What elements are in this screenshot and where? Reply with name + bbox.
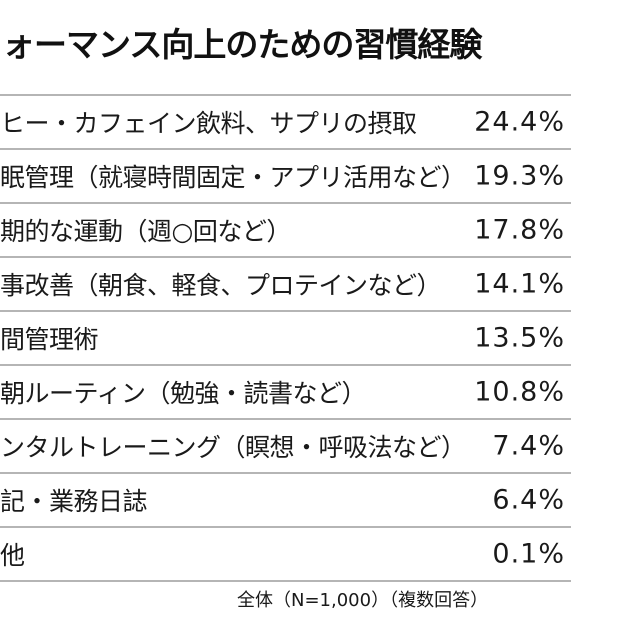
row-value: 7.4% [492, 430, 565, 462]
table-row: 間管理術 13.5% [0, 312, 571, 366]
row-label: 他 [0, 541, 25, 570]
row-label: 期的な運動（週○回など） [0, 217, 291, 246]
row-label: 記・業務日誌 [0, 487, 148, 516]
table-row: 事改善（朝食、軽食、プロテインなど） 14.1% [0, 258, 571, 312]
row-label: ンタルトレーニング（瞑想・呼吸法など） [0, 433, 466, 462]
row-value: 6.4% [492, 484, 565, 516]
table-row: 朝ルーティン（勉強・読書など） 10.8% [0, 366, 571, 420]
table-row: ヒー・カフェイン飲料、サプリの摂取 24.4% [0, 96, 571, 150]
row-label: 事改善（朝食、軽食、プロテインなど） [0, 271, 442, 300]
row-label: 朝ルーティン（勉強・読書など） [0, 379, 367, 408]
table-row: 期的な運動（週○回など） 17.8% [0, 204, 571, 258]
chart-title: ォーマンス向上のための習慣経験 [2, 25, 482, 64]
row-value: 17.8% [474, 214, 565, 246]
row-label: ヒー・カフェイン飲料、サプリの摂取 [0, 109, 417, 138]
table-row: 他 0.1% [0, 528, 571, 582]
row-value: 24.4% [474, 106, 565, 138]
habits-table: ヒー・カフェイン飲料、サプリの摂取 24.4% 眠管理（就寝時間固定・アプリ活用… [0, 94, 571, 582]
table-row: 眠管理（就寝時間固定・アプリ活用など） 19.3% [0, 150, 571, 204]
footnote: 全体（N=1,000）（複数回答） [237, 590, 489, 611]
row-value: 10.8% [474, 376, 565, 408]
row-value: 13.5% [474, 322, 565, 354]
table-row: ンタルトレーニング（瞑想・呼吸法など） 7.4% [0, 420, 571, 474]
row-label: 間管理術 [0, 325, 99, 354]
row-value: 14.1% [474, 268, 565, 300]
table-row: 記・業務日誌 6.4% [0, 474, 571, 528]
row-value: 0.1% [492, 538, 565, 570]
row-label: 眠管理（就寝時間固定・アプリ活用など） [0, 163, 466, 192]
row-value: 19.3% [474, 160, 565, 192]
